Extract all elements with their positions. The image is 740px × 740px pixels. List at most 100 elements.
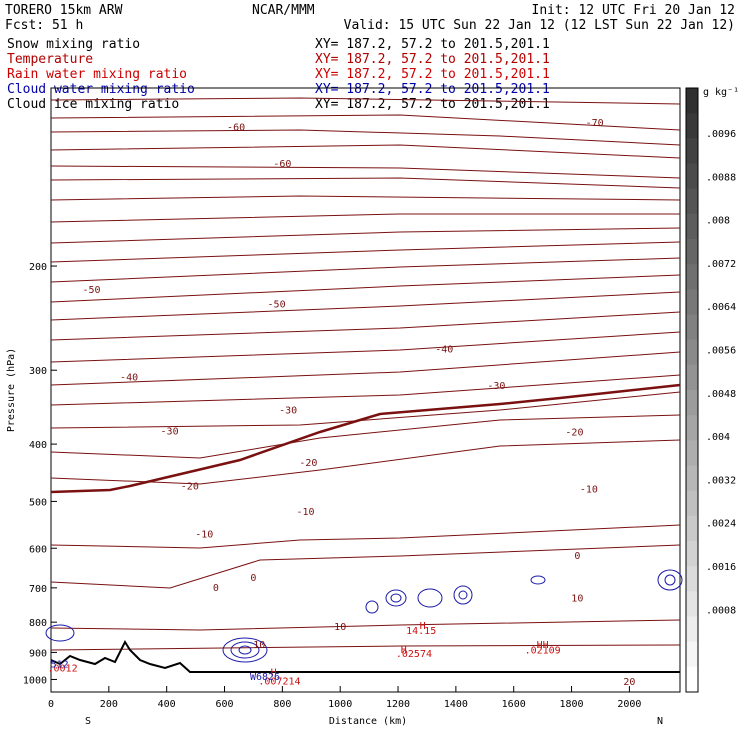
cloud-water-contour xyxy=(530,575,546,585)
temperature-label: -10 xyxy=(195,529,213,540)
field-name: Cloud water mixing ratio xyxy=(7,82,195,97)
isotherm-line xyxy=(50,114,681,131)
cloud-water-contours xyxy=(45,569,683,663)
field-name: Cloud ice mixing ratio xyxy=(7,97,179,112)
x-tick-label: 1600 xyxy=(502,699,526,710)
colorbar-segment xyxy=(686,88,698,114)
isotherm-line xyxy=(50,241,681,263)
cloud-water-contour xyxy=(238,645,252,655)
temperature-label: -40 xyxy=(435,344,453,355)
colorbar-unit: g kg⁻¹ xyxy=(703,87,739,98)
temperature-label: 10 xyxy=(571,593,583,604)
y-tick-label: 700 xyxy=(29,584,47,595)
colorbar-segment xyxy=(686,364,698,391)
cloud-water-contour xyxy=(458,590,468,600)
y-tick-label: 400 xyxy=(29,440,47,451)
temperature-contours xyxy=(50,97,681,651)
temperature-label: 0 xyxy=(213,583,219,594)
forecast-hour: Fcst: 51 h xyxy=(5,18,83,33)
maximum-marker: HH xyxy=(537,640,549,651)
cloud-water-contour xyxy=(385,589,407,607)
colorbar-label: .0064 xyxy=(706,302,736,313)
y-tick-label: 1000 xyxy=(23,675,47,686)
colorbar-segment xyxy=(686,440,698,466)
temperature-label: -10 xyxy=(580,485,598,496)
colorbar-label: .0016 xyxy=(706,562,736,573)
isotherm-line xyxy=(50,351,681,386)
colorbar-segment xyxy=(686,188,698,215)
colorbar-label: .0072 xyxy=(706,259,736,270)
colorbar-segment xyxy=(686,591,698,617)
center-name: NCAR/MMM xyxy=(252,3,315,18)
x-tick-label: 800 xyxy=(273,699,291,710)
temperature-label: -70 xyxy=(586,118,604,129)
terrain-profile xyxy=(50,639,680,673)
isotherm-line xyxy=(50,129,681,146)
colorbar-label: .004 xyxy=(706,432,730,443)
temperature-label: 0 xyxy=(250,573,256,584)
rain-label: 14.15 xyxy=(406,626,436,637)
colorbar-segment xyxy=(686,465,698,492)
maximum-marker: H xyxy=(420,621,426,632)
x-axis-label: Distance (km) xyxy=(329,716,407,727)
cloud-water-contour xyxy=(417,588,443,608)
cloud-water-contour xyxy=(222,637,268,663)
colorbar-segment xyxy=(686,666,698,693)
temperature-label: -20 xyxy=(299,458,317,469)
y-tick-label: 600 xyxy=(29,544,47,555)
temperature-label: -30 xyxy=(161,426,179,437)
cloud-label: 512 xyxy=(51,660,69,671)
cloud-water-contour xyxy=(365,600,379,614)
rain-label: .02574 xyxy=(396,649,432,660)
colorbar-segment xyxy=(686,566,698,592)
temperature-label: -50 xyxy=(268,299,286,310)
temperature-label: -30 xyxy=(279,405,297,416)
cloud-water-contour xyxy=(45,624,75,642)
colorbar-label: .0048 xyxy=(706,389,736,400)
temperature-label: -20 xyxy=(565,428,583,439)
init-time: Init: 12 UTC Fri 20 Jan 12 xyxy=(532,3,736,18)
isotherm-line xyxy=(50,374,681,406)
rain-label: .0012 xyxy=(48,663,78,674)
isotherm-line xyxy=(50,544,681,589)
colorbar-label: .0032 xyxy=(706,475,736,486)
colorbar-segment xyxy=(686,289,698,315)
isotherm-line xyxy=(50,227,681,244)
y-axis-label: Pressure (hPa) xyxy=(6,348,17,432)
contour-labels: -60 -70 -60 -50 -50 -40 -40 -30 -30 -30 -20 -20 -20 -… xyxy=(48,118,636,688)
cloud-water-contour xyxy=(657,569,683,591)
field-xy: XY= 187.2, 57.2 to 201.5,201.1 xyxy=(315,82,550,97)
maximum-marker: H xyxy=(271,668,277,679)
temperature-label: -10 xyxy=(296,507,314,518)
y-tick-label: 500 xyxy=(29,497,47,508)
colorbar-label: .0008 xyxy=(706,605,736,616)
x-tick-label: 2000 xyxy=(617,699,641,710)
temperature-label: 10 xyxy=(253,640,265,651)
rain-label: .02109 xyxy=(525,645,561,656)
plot-frame xyxy=(50,87,681,693)
axes: 0 200 400 600 800 1000 1200 1400 1600 1800 2000200… xyxy=(23,262,642,710)
x-tick-label: 1200 xyxy=(386,699,410,710)
temperature-label: -30 xyxy=(487,381,505,392)
x-tick-label: 400 xyxy=(158,699,176,710)
colorbar-label: .0096 xyxy=(706,129,736,140)
colorbar-label: .0056 xyxy=(706,346,736,357)
y-tick-label: 900 xyxy=(29,648,47,659)
isotherm-line xyxy=(50,165,681,179)
cloud-water-contour xyxy=(390,593,402,603)
colorbar-segment xyxy=(686,641,698,668)
isotherm-line xyxy=(50,311,681,341)
field-xy: XY= 187.2, 57.2 to 201.5,201.1 xyxy=(315,37,550,52)
y-tick-label: 200 xyxy=(29,262,47,273)
isotherm-line xyxy=(50,331,681,363)
colorbar-label: .0088 xyxy=(706,172,736,183)
x-tick-label: 1400 xyxy=(444,699,468,710)
field-name: Rain water mixing ratio xyxy=(7,67,187,82)
isotherm-line xyxy=(50,391,681,429)
x-tick-label: 600 xyxy=(215,699,233,710)
field-name: Snow mixing ratio xyxy=(7,37,140,52)
terrain-line xyxy=(50,639,680,673)
x-left-end-label: S xyxy=(85,716,91,727)
y-tick-label: 800 xyxy=(29,618,47,629)
field-xy: XY= 187.2, 57.2 to 201.5,201.1 xyxy=(315,67,550,82)
